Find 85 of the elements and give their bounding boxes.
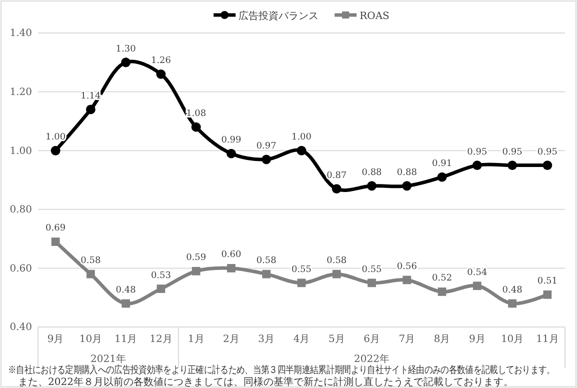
- data-label: 0.48: [502, 285, 523, 296]
- point: [438, 288, 446, 296]
- point: [437, 172, 447, 182]
- data-label: 0.95: [502, 147, 523, 158]
- point: [50, 146, 60, 156]
- data-label: 0.58: [256, 256, 277, 266]
- data-label: 0.48: [116, 285, 136, 296]
- data-label: 1.26: [150, 56, 172, 66]
- data-label: 1.00: [46, 132, 66, 143]
- y-tick-label: 0.80: [10, 204, 32, 216]
- point: [51, 238, 60, 246]
- point: [508, 160, 518, 170]
- x-tick-label: 8月: [434, 334, 450, 346]
- point: [226, 148, 236, 158]
- data-label: 1.00: [291, 132, 312, 143]
- x-tick-label: 9月: [468, 334, 486, 346]
- data-label: 0.59: [186, 253, 206, 264]
- y-tick-label: 0.60: [10, 263, 32, 274]
- x-tick-label: 10月: [79, 334, 102, 346]
- point: [542, 160, 552, 170]
- text: 2022年: [354, 353, 390, 365]
- x-tick-label: 2月: [223, 334, 240, 346]
- data-label: 0.55: [291, 264, 312, 275]
- data-label: 0.87: [326, 170, 347, 181]
- point: [508, 299, 516, 308]
- point: [367, 181, 376, 191]
- text: 2021年: [90, 353, 126, 365]
- data-label: 0.58: [326, 256, 347, 266]
- point: [402, 181, 412, 191]
- point: [156, 69, 166, 79]
- data-label: 0.60: [221, 250, 242, 260]
- point: [472, 160, 482, 170]
- data-label: 0.97: [256, 141, 277, 152]
- data-label: 0.54: [467, 268, 488, 278]
- x-tick-label: 10月: [500, 334, 524, 346]
- x-tick-label: 7月: [398, 334, 416, 346]
- data-label: 0.99: [221, 136, 242, 146]
- x-tick-label: 5月: [328, 334, 345, 346]
- data-label: 0.95: [537, 147, 558, 158]
- text: また、2022年８月以前の各数値につきましては、同様の基準で新たに計測し直したうえで記載しております。: [18, 376, 514, 388]
- y-tick-label: 1.20: [10, 87, 32, 98]
- point: [262, 270, 271, 278]
- data-label: 0.88: [396, 168, 418, 178]
- data-label: 0.55: [362, 264, 382, 275]
- y-tick-label: 1.00: [10, 146, 32, 157]
- data-label: 1.30: [116, 44, 136, 54]
- data-label: 0.69: [46, 224, 66, 234]
- data-label: 0.51: [537, 276, 558, 287]
- point: [192, 266, 200, 276]
- point: [472, 282, 482, 290]
- point: [156, 284, 166, 293]
- point: [543, 290, 552, 299]
- legend-label: 広告投資バランス: [238, 10, 319, 22]
- data-label: 0.88: [362, 168, 382, 178]
- point: [402, 276, 412, 284]
- y-tick-label: 1.40: [10, 28, 32, 40]
- point: [332, 270, 341, 278]
- x-tick-label: 11月: [536, 334, 559, 346]
- point: [122, 299, 130, 308]
- data-label: 0.95: [467, 147, 488, 158]
- x-tick-label: 4月: [293, 334, 310, 346]
- x-tick-label: 1月: [188, 334, 204, 346]
- point: [297, 278, 306, 288]
- point: [121, 58, 131, 68]
- point: [332, 184, 342, 194]
- point: [86, 270, 95, 278]
- point: [296, 146, 306, 156]
- x-tick-label: 12月: [150, 334, 172, 346]
- data-label: 0.53: [150, 270, 172, 281]
- x-tick-label: 9月: [47, 334, 64, 346]
- point: [86, 104, 96, 114]
- point: [262, 154, 272, 164]
- point: [368, 278, 376, 288]
- point: [191, 122, 201, 132]
- point: [227, 264, 236, 272]
- legend-label: ROAS: [360, 11, 390, 22]
- x-tick-label: 3月: [258, 334, 275, 346]
- data-label: 0.58: [80, 256, 101, 266]
- x-tick-label: 11月: [114, 334, 138, 346]
- data-label: 0.52: [432, 274, 452, 284]
- text: ※自社における定期購入への広告投資効率をより正確に計るため、当第３四半期連結累計期間より自社サイト経由のみの各数値を記載しております。: [8, 364, 555, 376]
- data-label: 0.91: [432, 159, 452, 170]
- x-tick-label: 6月: [364, 334, 380, 346]
- y-tick-label: 0.40: [10, 322, 32, 334]
- data-label: 0.56: [396, 262, 418, 272]
